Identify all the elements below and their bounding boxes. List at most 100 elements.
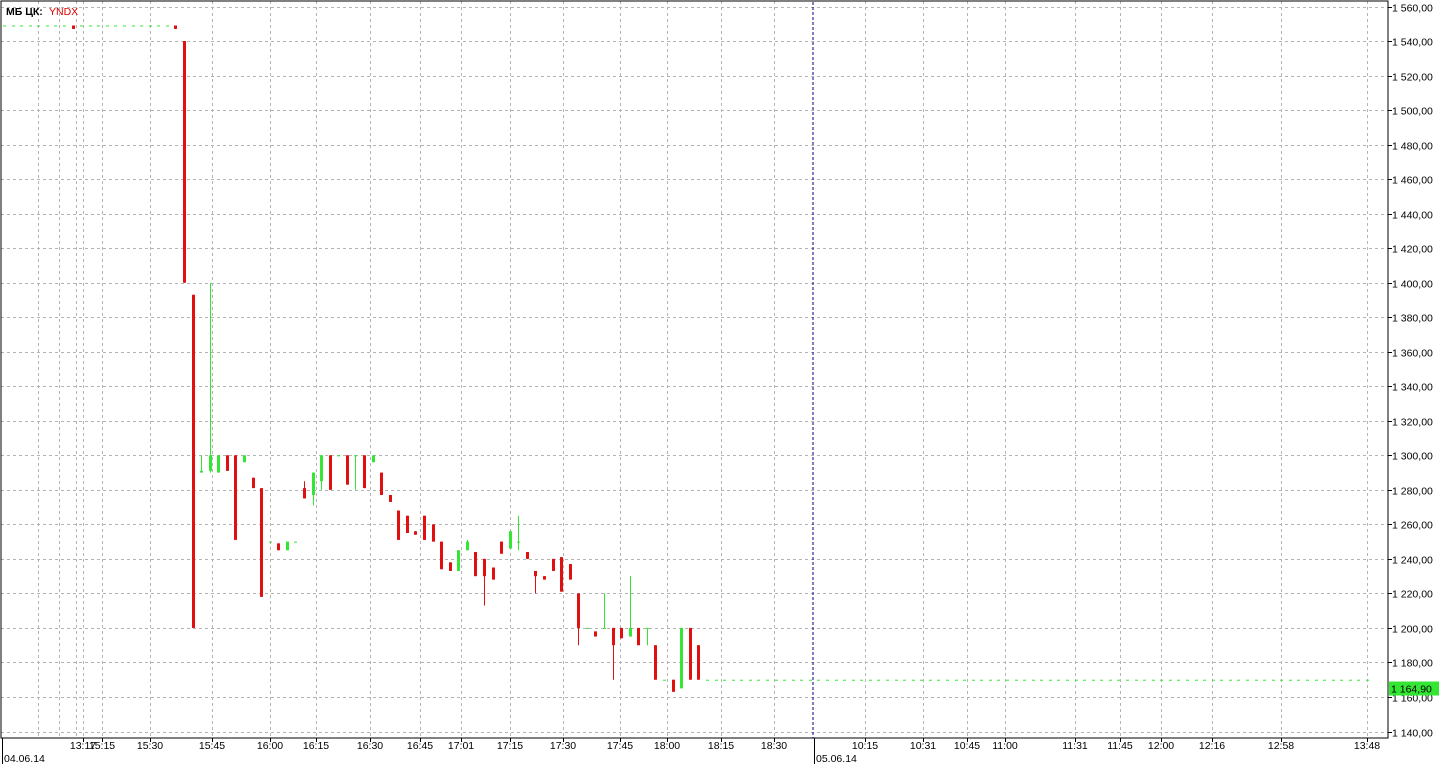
x-tick-label: 15:30 <box>137 740 163 752</box>
x-tick-label: 18:30 <box>761 740 787 752</box>
candle-body <box>989 679 992 681</box>
candle-body <box>294 541 297 543</box>
y-tick-label: 1 280,00 <box>1392 486 1433 498</box>
candle-body <box>963 679 966 681</box>
candle <box>192 294 195 628</box>
candle <box>1152 679 1155 681</box>
candle-body <box>1340 679 1343 681</box>
candle-body <box>1066 679 1069 681</box>
last-price-tag-bg <box>1389 681 1439 696</box>
candle <box>1083 679 1086 681</box>
candle <box>637 627 640 646</box>
x-tick-label: 10:15 <box>852 740 878 752</box>
candle-body <box>406 515 409 533</box>
candle-body <box>46 25 49 27</box>
candle <box>1109 679 1112 681</box>
candle <box>569 564 572 580</box>
candle <box>972 679 975 681</box>
candle <box>920 679 923 681</box>
candle-body <box>603 627 606 629</box>
candle <box>474 551 477 577</box>
candle-body <box>955 679 958 681</box>
candle-body <box>1220 679 1223 681</box>
candle-body <box>852 679 855 681</box>
candle-body <box>432 524 435 542</box>
candle <box>226 455 229 471</box>
x-tick-label: 15:45 <box>199 740 225 752</box>
candle <box>432 524 435 542</box>
date-label: 04.06.14 <box>4 753 45 765</box>
candle-body <box>646 627 649 629</box>
y-tick-label: 1 320,00 <box>1392 417 1433 429</box>
x-tick-label: 11:31 <box>1062 740 1088 752</box>
candle <box>380 472 383 496</box>
candle <box>980 679 983 681</box>
candle <box>72 25 75 29</box>
candle <box>783 679 786 681</box>
candle-body <box>1263 679 1266 681</box>
candle-body <box>543 576 546 580</box>
candle <box>1203 679 1206 681</box>
candle-body <box>517 541 520 543</box>
candle-body <box>1143 679 1146 681</box>
candle <box>1117 679 1120 681</box>
candle <box>1323 679 1326 681</box>
candle <box>903 679 906 681</box>
x-tick-label: 17:01 <box>448 740 474 752</box>
candle <box>963 679 966 681</box>
y-tick-label: 1 420,00 <box>1392 244 1433 256</box>
candle <box>80 25 83 27</box>
x-tick-label: 10:31 <box>910 740 936 752</box>
candle <box>835 679 838 681</box>
candle-body <box>937 679 940 681</box>
last-price-label: 1 164,90 <box>1391 684 1432 696</box>
candle <box>654 645 657 680</box>
candle-body <box>620 627 623 639</box>
x-tick-label: 16:30 <box>357 740 383 752</box>
candle-body <box>1083 679 1086 681</box>
candle-body <box>320 455 323 482</box>
candle-body <box>654 645 657 680</box>
candle <box>543 576 546 580</box>
candle-body <box>577 593 580 628</box>
candle-body <box>903 679 906 681</box>
candle <box>955 679 958 681</box>
y-axis: 1 140,001 160,001 180,001 200,001 220,00… <box>1388 3 1433 740</box>
x-tick-label: 12:00 <box>1148 740 1174 752</box>
candle <box>1237 679 1240 681</box>
candle-body <box>243 455 246 463</box>
y-tick-label: 1 520,00 <box>1392 72 1433 84</box>
candle <box>612 627 615 680</box>
candle <box>517 515 520 551</box>
y-tick-label: 1 400,00 <box>1392 279 1433 291</box>
candle-body <box>895 679 898 681</box>
candle <box>886 679 889 681</box>
candle-body <box>835 679 838 681</box>
candle-body <box>1323 679 1326 681</box>
candle <box>286 541 289 551</box>
candle <box>423 515 426 540</box>
candle <box>1177 679 1180 681</box>
candle <box>406 515 409 533</box>
candle <box>800 679 803 681</box>
candle <box>440 541 443 570</box>
candle <box>89 25 92 27</box>
candle <box>1015 679 1018 681</box>
y-tick-label: 1 200,00 <box>1392 624 1433 636</box>
candle-body <box>29 25 32 27</box>
last-price-tag: 1 164,90 <box>1389 681 1439 696</box>
candle-body <box>1006 679 1009 681</box>
candle <box>1306 679 1309 681</box>
candle-body <box>672 679 675 692</box>
candle-body <box>929 679 932 681</box>
candle <box>466 539 469 551</box>
candle-body <box>123 25 126 27</box>
candle-body <box>1040 679 1043 681</box>
candle <box>534 570 537 594</box>
candle-body <box>509 531 512 549</box>
x-tick-label: 15:15 <box>89 740 115 752</box>
candle-body <box>1135 679 1138 681</box>
candle <box>1315 679 1318 681</box>
candle <box>54 25 57 27</box>
